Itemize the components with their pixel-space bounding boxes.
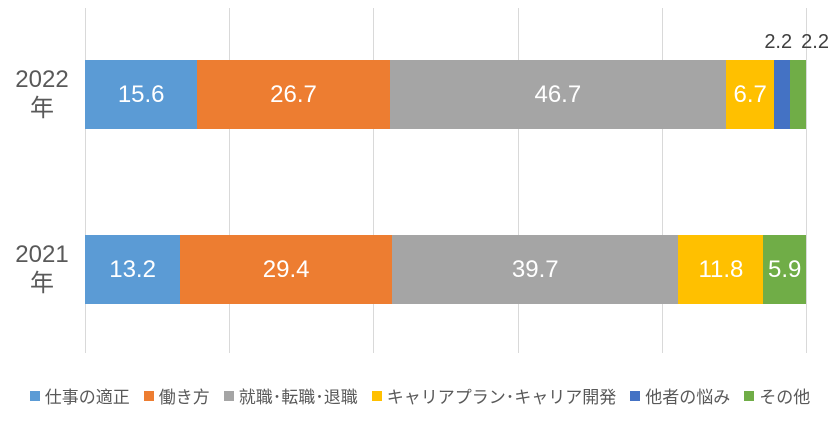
gridline [661, 8, 663, 353]
data-label: 6.7 [733, 80, 767, 108]
gridline [373, 8, 375, 353]
gridline [85, 8, 86, 353]
legend-item: キャリアプラン･キャリア開発 [371, 383, 617, 408]
outside-data-label: 2.2 [764, 31, 793, 53]
data-label: 46.7 [534, 80, 582, 108]
legend-item: 働き方 [143, 383, 210, 408]
data-label: 11.8 [698, 255, 744, 283]
data-label: 26.7 [270, 80, 317, 108]
bar-segment: 39.7 [392, 235, 679, 304]
bar-segment: 13.2 [85, 235, 181, 304]
data-label: 29.4 [262, 255, 310, 283]
legend-marker [143, 390, 154, 401]
outside-data-label: 2.2 [801, 31, 829, 53]
legend-item: 就職･転職･退職 [223, 383, 358, 408]
bar-segment: 5.9 [763, 235, 806, 304]
bar-segment: 29.4 [180, 235, 393, 304]
legend-label: キャリアプラン･キャリア開発 [386, 388, 617, 407]
data-label: 39.7 [511, 255, 559, 283]
legend-marker [744, 390, 755, 401]
bar-segment: 26.7 [197, 60, 390, 129]
gridline [806, 8, 807, 353]
bar-segment [774, 60, 791, 129]
legend-item: その他 [744, 383, 810, 408]
category-label: 2022年 [15, 65, 69, 122]
data-label: 13.2 [109, 255, 156, 283]
data-label: 5.9 [768, 255, 802, 283]
bar-segment: 15.6 [85, 60, 198, 129]
legend-label: その他 [759, 388, 811, 407]
bar-segment: 11.8 [678, 235, 764, 304]
legend-label: 仕事の適正 [44, 388, 130, 407]
legend-marker [371, 390, 382, 401]
legend-marker [29, 390, 40, 401]
gridline [517, 8, 519, 353]
legend-item: 他者の悩み [630, 383, 730, 408]
legend-marker [223, 390, 234, 401]
data-label: 15.6 [117, 80, 165, 108]
legend-label: 他者の悩み [645, 388, 731, 407]
plot-area: 15.6 26.7 46.7 6.7 13.2 29.4 39.7 11.8 5.9 2.2 2.2 [85, 8, 829, 353]
legend-label: 働き方 [158, 388, 210, 407]
legend-item: 仕事の適正 [29, 383, 130, 408]
bar-segment: 46.7 [389, 60, 727, 129]
legend-label: 就職･転職･退職 [238, 388, 358, 407]
bar-row-1: 13.2 29.4 39.7 11.8 5.9 [85, 235, 806, 304]
bar-row-0: 15.6 26.7 46.7 6.7 [85, 60, 806, 129]
bar-segment [790, 60, 806, 129]
legend: 仕事の適正 働き方 就職･転職･退職 キャリアプラン･キャリア開発 他者の悩み その他 [0, 383, 840, 408]
category-label: 2021年 [15, 240, 69, 297]
gridline [229, 8, 231, 353]
legend-marker [630, 390, 641, 401]
bar-segment: 6.7 [726, 60, 775, 129]
